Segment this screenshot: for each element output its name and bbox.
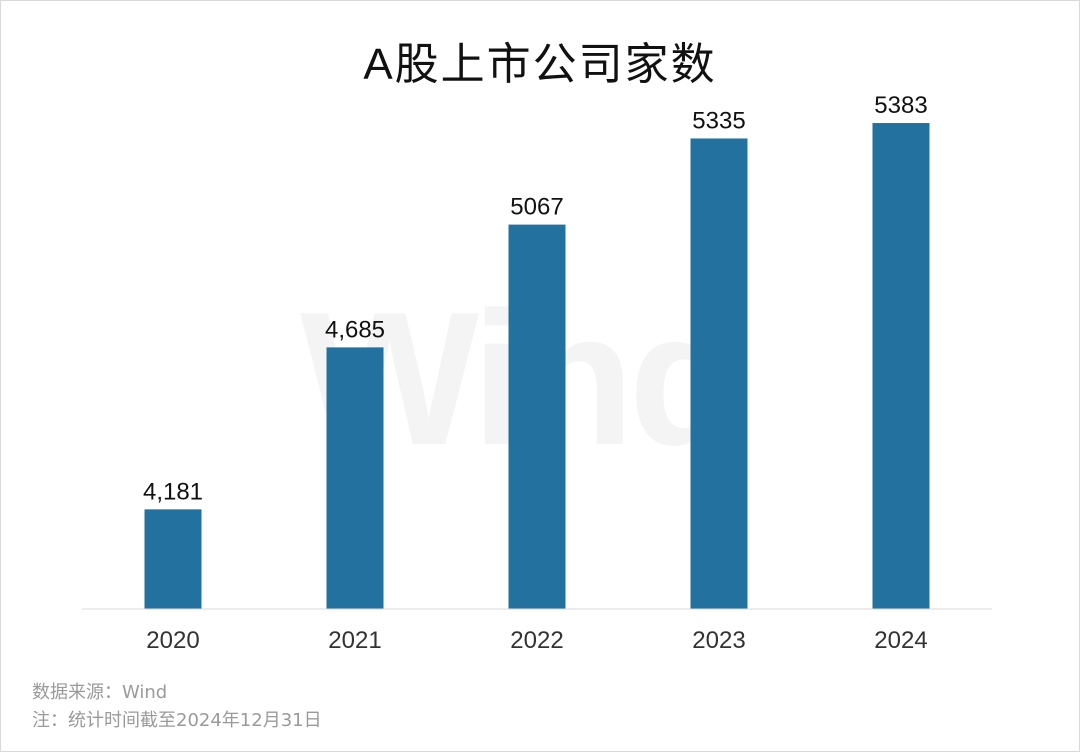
category-label-2023: 2023 — [692, 627, 745, 654]
category-label-2022: 2022 — [510, 627, 563, 654]
bar-2022 — [508, 224, 566, 610]
category-label-2024: 2024 — [874, 627, 927, 654]
bar-2020 — [144, 509, 202, 609]
category-label-2021: 2021 — [328, 627, 381, 654]
value-label-2020: 4,181 — [143, 478, 203, 505]
source-note: 数据来源：Wind — [32, 682, 168, 703]
bar-2024 — [872, 123, 930, 609]
chart-title: A股上市公司家数 — [363, 40, 717, 89]
bar-2023 — [690, 138, 748, 609]
category-label-2020: 2020 — [146, 627, 199, 654]
time-note: 注：统计时间截至2024年12月31日 — [32, 710, 322, 731]
value-label-2023: 5335 — [692, 107, 745, 134]
bar-2021 — [326, 347, 384, 609]
value-label-2022: 5067 — [510, 194, 563, 221]
value-label-2021: 4,685 — [325, 316, 385, 343]
value-label-2024: 5383 — [874, 92, 927, 119]
